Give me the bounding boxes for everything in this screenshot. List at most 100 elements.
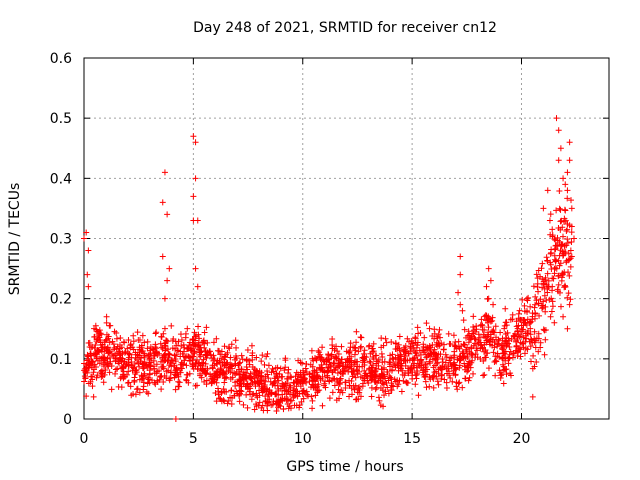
data-point: [221, 354, 228, 361]
data-point: [557, 303, 564, 310]
data-point: [358, 334, 365, 341]
data-point: [168, 322, 175, 329]
data-point: [278, 373, 285, 380]
data-point: [412, 381, 419, 388]
data-point: [470, 323, 477, 330]
data-point: [535, 330, 542, 337]
data-point: [308, 393, 315, 400]
data-point: [491, 339, 498, 346]
x-tick-label: 10: [294, 431, 312, 447]
data-point: [458, 342, 465, 349]
data-point: [98, 370, 105, 377]
y-tick-label: 0.2: [50, 292, 72, 308]
data-point: [471, 334, 478, 341]
data-point: [224, 400, 231, 407]
data-point: [147, 347, 154, 354]
data-point: [315, 347, 322, 354]
data-point: [439, 359, 446, 366]
data-point: [343, 364, 350, 371]
data-point: [244, 386, 251, 393]
data-point: [221, 343, 228, 350]
data-point: [402, 357, 409, 364]
data-point: [515, 322, 522, 329]
data-point: [283, 397, 290, 404]
data-point: [113, 335, 120, 342]
data-point: [383, 339, 390, 346]
data-point: [188, 345, 195, 352]
data-point: [336, 395, 343, 402]
data-point: [492, 323, 499, 330]
data-point: [295, 379, 302, 386]
data-point: [159, 199, 166, 206]
data-point: [500, 343, 507, 350]
data-point: [459, 307, 466, 314]
data-point: [253, 390, 260, 397]
data-point: [236, 391, 243, 398]
data-point: [566, 301, 573, 308]
data-point: [120, 368, 127, 375]
data-point: [392, 364, 399, 371]
data-point: [390, 383, 397, 390]
data-point: [117, 334, 124, 341]
data-point: [328, 353, 335, 360]
data-point: [124, 379, 131, 386]
data-point: [547, 313, 554, 320]
data-point: [189, 362, 196, 369]
data-point: [527, 336, 534, 343]
data-point: [368, 393, 375, 400]
data-point: [298, 398, 305, 405]
data-point: [457, 301, 464, 308]
data-point: [497, 374, 504, 381]
data-point: [346, 349, 353, 356]
data-point: [547, 211, 554, 218]
data-point: [434, 378, 441, 385]
data-point: [465, 377, 472, 384]
data-point: [390, 356, 397, 363]
data-point: [348, 368, 355, 375]
data-point: [506, 354, 513, 361]
data-point: [203, 324, 210, 331]
data-point: [478, 316, 485, 323]
data-point: [177, 331, 184, 338]
data-point: [118, 384, 125, 391]
data-point: [210, 339, 217, 346]
data-point: [141, 352, 148, 359]
data-point: [329, 369, 336, 376]
data-point: [405, 350, 412, 357]
data-point: [221, 362, 228, 369]
data-point: [204, 339, 211, 346]
data-point: [447, 375, 454, 382]
data-point: [264, 368, 271, 375]
data-point: [453, 379, 460, 386]
data-point: [96, 336, 103, 343]
data-point: [233, 355, 240, 362]
data-point: [244, 380, 251, 387]
data-point: [274, 374, 281, 381]
data-point: [260, 383, 267, 390]
data-point: [489, 328, 496, 335]
data-point: [348, 353, 355, 360]
data-point: [516, 307, 523, 314]
data-point: [564, 226, 571, 233]
data-point: [132, 367, 139, 374]
data-point: [137, 358, 144, 365]
data-point: [177, 353, 184, 360]
data-point: [150, 357, 157, 364]
data-point: [162, 337, 169, 344]
data-point: [467, 364, 474, 371]
data-point: [139, 332, 146, 339]
data-point: [216, 395, 223, 402]
data-point: [555, 281, 562, 288]
data-point: [347, 340, 354, 347]
data-point: [480, 358, 487, 365]
data-point: [92, 351, 99, 358]
data-point: [470, 370, 477, 377]
data-point: [81, 360, 88, 367]
data-point: [227, 369, 234, 376]
data-point: [472, 354, 479, 361]
data-point: [421, 349, 428, 356]
data-point: [375, 394, 382, 401]
data-point: [81, 235, 87, 242]
data-point: [103, 336, 110, 343]
data-point: [555, 273, 562, 280]
